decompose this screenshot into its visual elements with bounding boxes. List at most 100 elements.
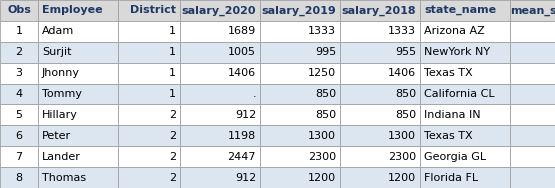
Text: 1005: 1005 (228, 47, 256, 57)
Bar (510, 21, 555, 42)
Text: 6: 6 (16, 131, 23, 141)
Text: California CL: California CL (424, 89, 495, 99)
Text: 1: 1 (169, 68, 176, 78)
Text: 1333: 1333 (308, 26, 336, 36)
Text: Texas TX: Texas TX (424, 68, 473, 78)
Text: Thomas: Thomas (42, 173, 86, 183)
Text: 2: 2 (169, 173, 176, 183)
Bar (340, 125, 420, 146)
Bar (340, 63, 420, 83)
Text: 1200: 1200 (308, 173, 336, 183)
Bar (420, 42, 510, 63)
Text: Florida FL: Florida FL (424, 173, 478, 183)
Bar (420, 167, 510, 188)
Bar (260, 21, 340, 42)
Text: Jhonny: Jhonny (42, 68, 80, 78)
Text: Arizona AZ: Arizona AZ (424, 26, 485, 36)
Bar (260, 63, 340, 83)
Bar (0, 83, 38, 105)
Bar (420, 21, 510, 42)
Bar (118, 42, 180, 63)
Text: 1300: 1300 (308, 131, 336, 141)
Text: 5: 5 (16, 110, 23, 120)
Bar (118, 83, 180, 105)
Text: 1200: 1200 (388, 173, 416, 183)
Bar (420, 63, 510, 83)
Bar (38, 83, 118, 105)
Bar (180, 125, 260, 146)
Text: 1406: 1406 (228, 68, 256, 78)
Bar (180, 167, 260, 188)
Text: 912: 912 (235, 110, 256, 120)
Text: Adam: Adam (42, 26, 74, 36)
Text: 850: 850 (315, 89, 336, 99)
Bar (118, 63, 180, 83)
Bar (510, 83, 555, 105)
Bar (38, 146, 118, 167)
Bar (420, 83, 510, 105)
Bar (420, 0, 510, 21)
Text: 3: 3 (16, 68, 23, 78)
Bar (38, 167, 118, 188)
Text: 2300: 2300 (308, 152, 336, 162)
Bar (510, 167, 555, 188)
Bar (510, 0, 555, 21)
Bar (38, 21, 118, 42)
Bar (118, 105, 180, 125)
Bar (118, 146, 180, 167)
Bar (510, 125, 555, 146)
Bar (180, 146, 260, 167)
Bar (0, 167, 38, 188)
Bar (180, 83, 260, 105)
Bar (0, 42, 38, 63)
Bar (0, 21, 38, 42)
Text: 850: 850 (395, 110, 416, 120)
Text: salary_2020: salary_2020 (181, 5, 256, 16)
Text: 912: 912 (235, 173, 256, 183)
Bar (38, 63, 118, 83)
Text: 955: 955 (395, 47, 416, 57)
Bar (510, 105, 555, 125)
Bar (260, 125, 340, 146)
Bar (118, 21, 180, 42)
Bar (420, 146, 510, 167)
Text: state_name: state_name (424, 5, 496, 15)
Text: 1: 1 (169, 89, 176, 99)
Text: Indiana IN: Indiana IN (424, 110, 481, 120)
Text: salary_2018: salary_2018 (341, 5, 416, 16)
Text: 8: 8 (16, 173, 23, 183)
Text: 850: 850 (395, 89, 416, 99)
Bar (0, 125, 38, 146)
Text: 4: 4 (16, 89, 23, 99)
Text: Tommy: Tommy (42, 89, 82, 99)
Bar (0, 63, 38, 83)
Bar (38, 0, 118, 21)
Bar (180, 63, 260, 83)
Bar (510, 146, 555, 167)
Text: Peter: Peter (42, 131, 71, 141)
Text: Georgia GL: Georgia GL (424, 152, 486, 162)
Text: Lander: Lander (42, 152, 81, 162)
Bar (420, 105, 510, 125)
Text: Texas TX: Texas TX (424, 131, 473, 141)
Bar (340, 146, 420, 167)
Text: 1: 1 (169, 26, 176, 36)
Text: 1333: 1333 (388, 26, 416, 36)
Bar (340, 83, 420, 105)
Text: 2: 2 (169, 131, 176, 141)
Text: 2: 2 (169, 152, 176, 162)
Bar (340, 167, 420, 188)
Text: 2447: 2447 (228, 152, 256, 162)
Text: 1300: 1300 (388, 131, 416, 141)
Text: 2: 2 (169, 110, 176, 120)
Text: 1406: 1406 (388, 68, 416, 78)
Text: 850: 850 (315, 110, 336, 120)
Text: 1: 1 (169, 47, 176, 57)
Bar (180, 21, 260, 42)
Text: mean_salary: mean_salary (510, 5, 555, 16)
Bar (180, 42, 260, 63)
Text: District: District (130, 5, 176, 15)
Text: .: . (253, 89, 256, 99)
Bar (260, 105, 340, 125)
Bar (0, 146, 38, 167)
